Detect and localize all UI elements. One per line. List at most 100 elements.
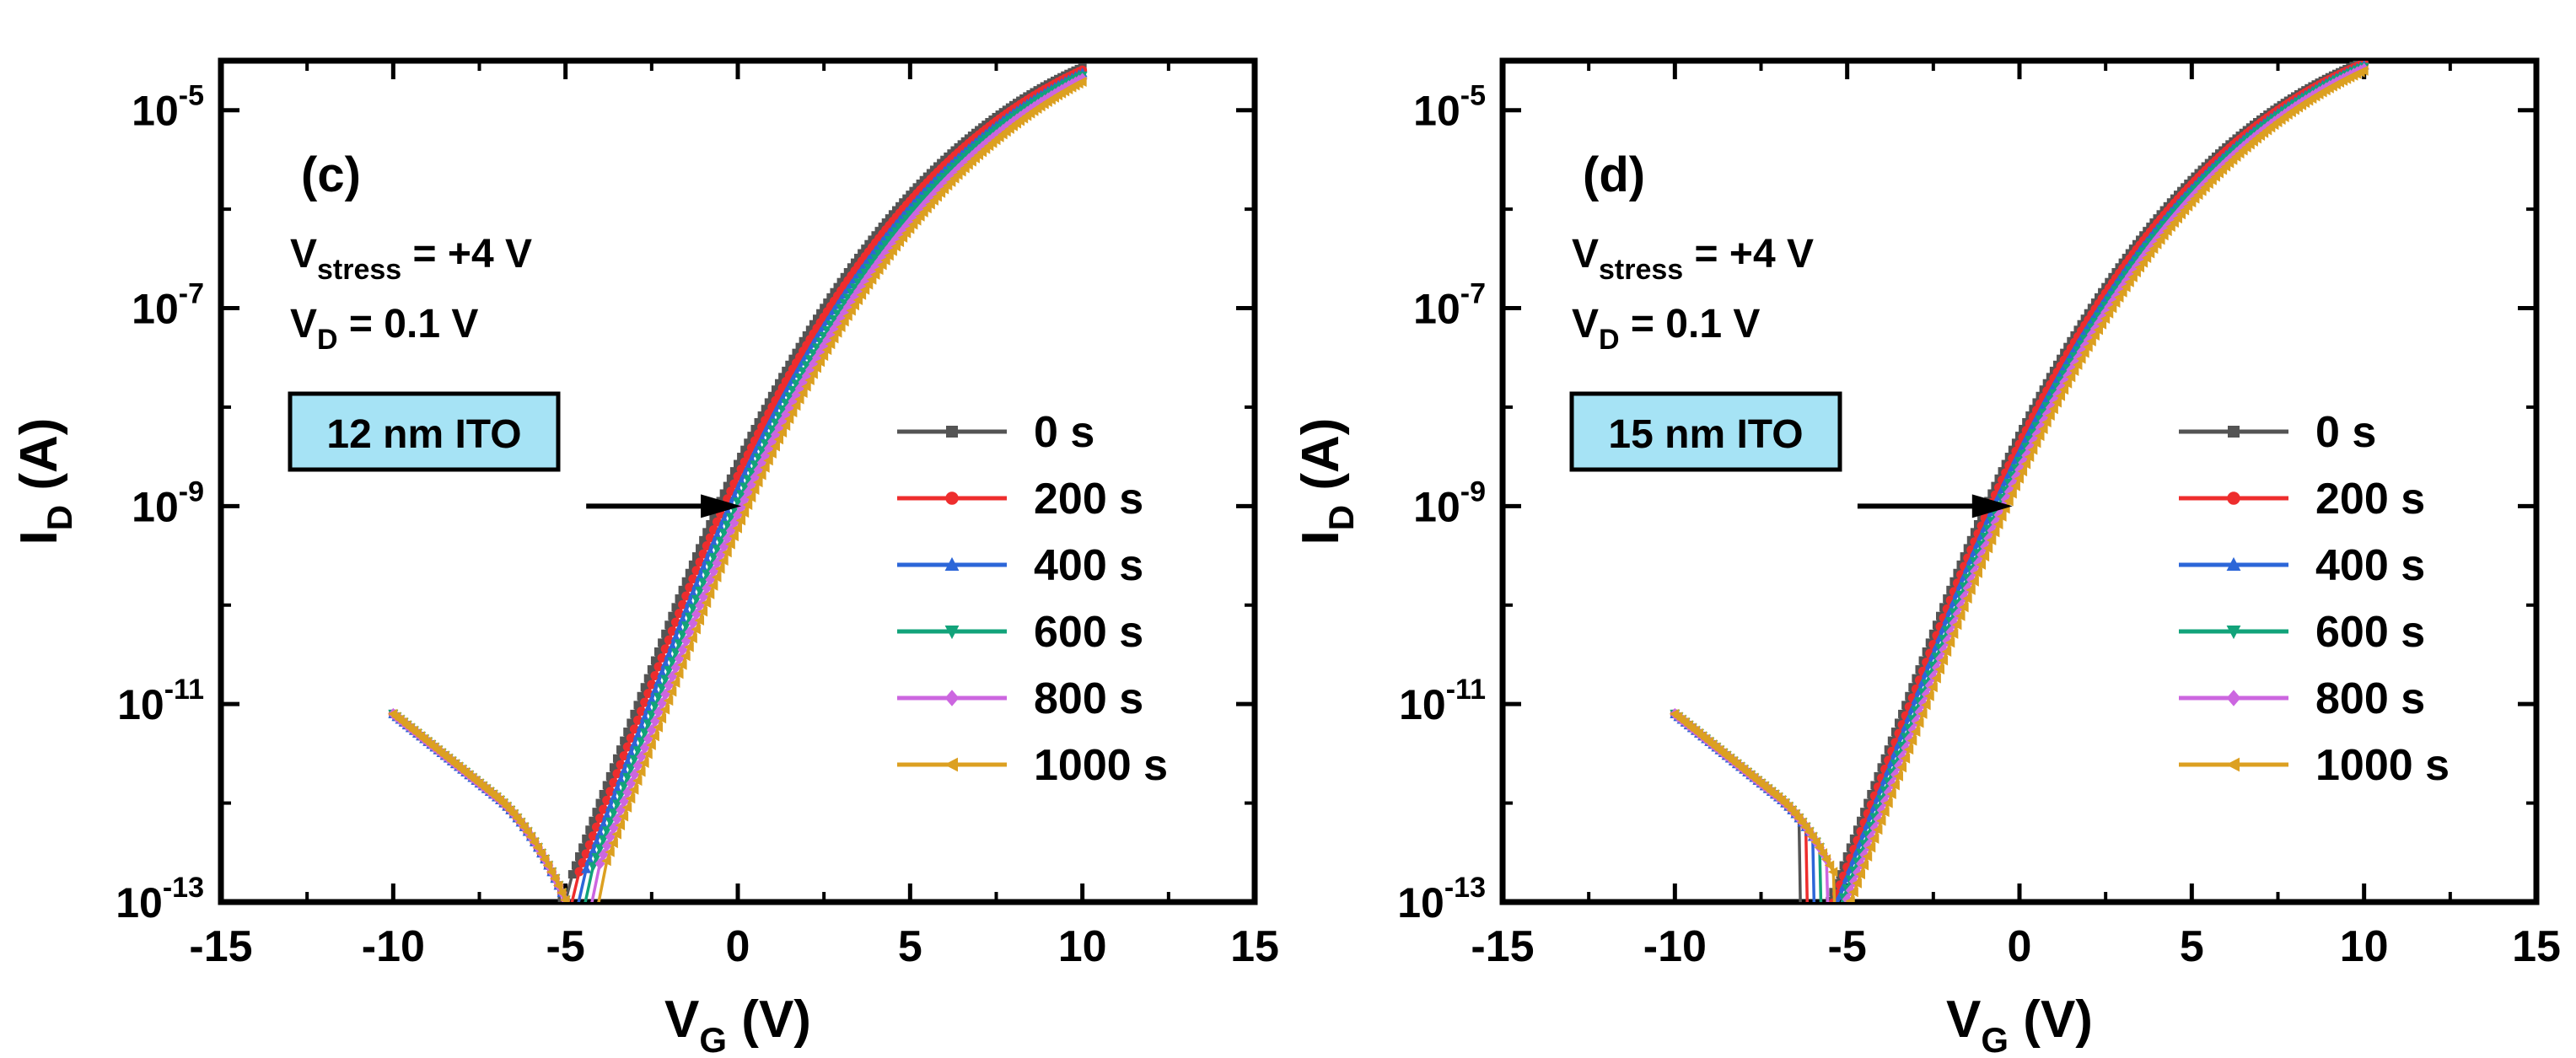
data-point [589, 816, 598, 825]
data-point [1951, 620, 1962, 631]
data-point [1810, 836, 1820, 847]
data-point [687, 588, 698, 598]
data-point [585, 825, 594, 835]
data-point [575, 851, 584, 861]
x-axis-label: VG (V) [664, 991, 811, 1058]
data-point [702, 541, 712, 551]
x-tick-label: -15 [189, 922, 252, 971]
data-point [1993, 518, 2003, 529]
data-point [697, 606, 708, 617]
data-point [2052, 397, 2062, 408]
data-point [823, 298, 832, 308]
y-axis-label: ID (A) [10, 418, 79, 545]
data-point [1822, 905, 1831, 914]
data-point [1979, 551, 1990, 562]
data-point [2076, 353, 2086, 364]
legend-marker [946, 426, 958, 438]
data-point [608, 838, 618, 849]
data-point [1848, 887, 1858, 898]
series-800s [388, 73, 1088, 902]
data-point [757, 411, 766, 421]
data-point [582, 834, 591, 843]
data-point [2024, 452, 2035, 463]
data-point [1810, 916, 1820, 926]
shift-arrow-head [1971, 494, 2013, 518]
data-point [681, 577, 691, 586]
data-point [729, 517, 739, 529]
x-axis-label: VG (V) [1946, 991, 2093, 1058]
data-point [866, 274, 877, 285]
data-point [621, 802, 632, 813]
legend-marker [2227, 491, 2240, 505]
data-point [722, 547, 732, 558]
data-point [605, 817, 616, 828]
data-point [2027, 444, 2038, 455]
data-point [667, 626, 677, 636]
data-point [594, 844, 605, 854]
data-point [777, 427, 788, 438]
data-point [1814, 842, 1824, 853]
legend-label: 1000 s [1034, 741, 1168, 790]
data-point [863, 279, 874, 290]
data-point [581, 863, 592, 873]
data-point [581, 849, 591, 859]
data-point [670, 617, 680, 627]
data-point [2093, 325, 2103, 336]
series-line [392, 80, 1084, 902]
data-point [798, 387, 808, 398]
data-point [660, 658, 671, 669]
data-point [1831, 911, 1842, 921]
data-point [650, 656, 659, 665]
data-point [763, 455, 773, 466]
data-point [677, 614, 688, 624]
data-point [542, 860, 553, 871]
data-point [636, 721, 647, 731]
series-600s [388, 71, 1088, 902]
data-point [681, 591, 691, 601]
data-point [653, 676, 664, 686]
data-point [1997, 511, 2007, 522]
x-tick-label: 5 [2180, 922, 2204, 971]
data-point [605, 787, 616, 797]
data-point [2358, 65, 2369, 76]
data-point [1989, 527, 2000, 538]
data-point [1913, 717, 1924, 728]
data-point [653, 692, 664, 703]
data-point [760, 462, 770, 473]
data-point [1820, 854, 1831, 865]
data-point [588, 846, 599, 856]
data-point [706, 519, 715, 529]
legend-label: 400 s [2315, 541, 2425, 590]
data-point [643, 689, 653, 699]
data-point [696, 544, 705, 553]
data-point [660, 644, 670, 654]
ito-thickness-box [288, 391, 561, 472]
data-point [584, 840, 594, 850]
data-point [616, 745, 626, 755]
data-point [1796, 917, 1804, 926]
data-point [734, 459, 742, 469]
legend-marker [944, 556, 960, 571]
data-point [599, 804, 609, 814]
legend-item: 800 s [897, 674, 1143, 723]
data-point [1876, 815, 1886, 826]
data-point [2072, 359, 2083, 370]
shift-arrow-head [701, 494, 742, 518]
data-point [836, 277, 846, 287]
data-point [664, 635, 674, 645]
data-point [1803, 917, 1812, 926]
data-point [1982, 543, 1993, 554]
legend-marker [944, 690, 960, 706]
drain-voltage-label: VD = 0.1 V [290, 302, 478, 356]
data-point [674, 639, 685, 649]
data-point [704, 588, 715, 599]
data-point [729, 531, 739, 542]
data-point [656, 713, 667, 724]
data-point [1816, 917, 1826, 927]
data-point [726, 474, 735, 483]
data-point [2083, 341, 2093, 352]
y-tick-label: 10-11 [117, 674, 204, 728]
data-point [1900, 753, 1911, 764]
data-point [584, 953, 594, 964]
data-point [640, 697, 650, 707]
